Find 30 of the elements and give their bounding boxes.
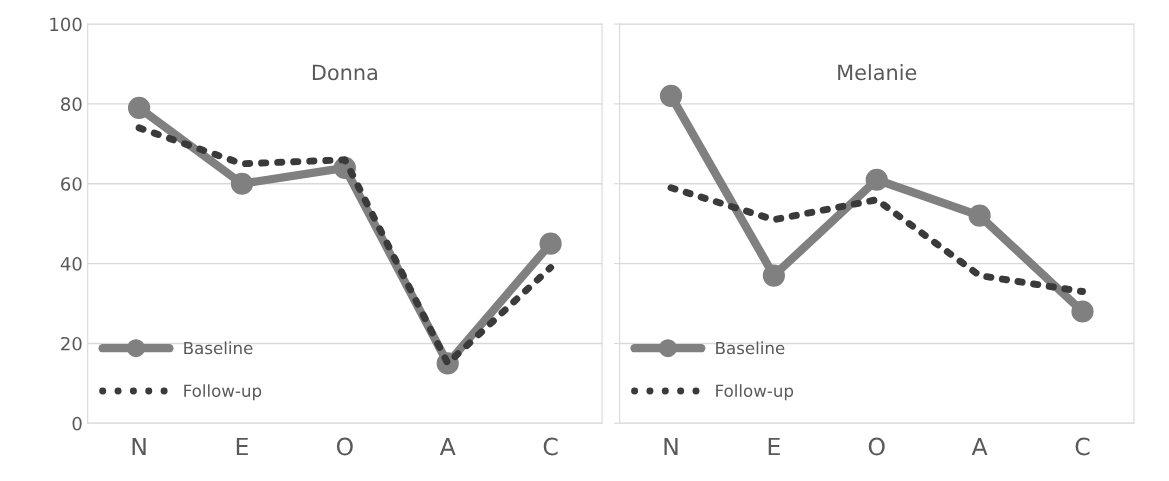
legend-label: Baseline: [184, 341, 253, 355]
x-tick-label: A: [971, 437, 988, 456]
x-tick-label: N: [664, 437, 678, 456]
point: [968, 204, 991, 227]
point: [659, 84, 683, 108]
x-tick-label: E: [236, 437, 248, 456]
y-tick-label: 0: [72, 416, 82, 431]
text: Melanie: [838, 64, 917, 81]
x-tick-label: O: [868, 437, 885, 456]
legend-label: Baseline: [716, 341, 785, 355]
y-tick-label: 20: [61, 336, 82, 351]
legend-label: Follow-up: [716, 384, 794, 401]
x-tick-label: C: [543, 437, 558, 456]
x-tick-label: E: [768, 437, 780, 456]
text: Donna: [312, 64, 377, 81]
y-tick-label: 100: [50, 17, 82, 32]
x-tick-label: A: [439, 437, 456, 456]
point: [762, 264, 785, 287]
point: [230, 172, 254, 195]
y-tick-label: 60: [61, 177, 82, 191]
x-tick-label: O: [336, 437, 353, 456]
point: [127, 96, 151, 120]
y-tick-label: 80: [61, 97, 82, 112]
legend-label: Follow-up: [184, 384, 262, 401]
y-tick-label: 40: [60, 257, 82, 271]
x-tick-label: C: [1075, 437, 1090, 456]
x-tick-label: N: [132, 437, 146, 456]
point: [539, 232, 562, 255]
point: [1071, 300, 1094, 323]
point: [865, 168, 888, 191]
